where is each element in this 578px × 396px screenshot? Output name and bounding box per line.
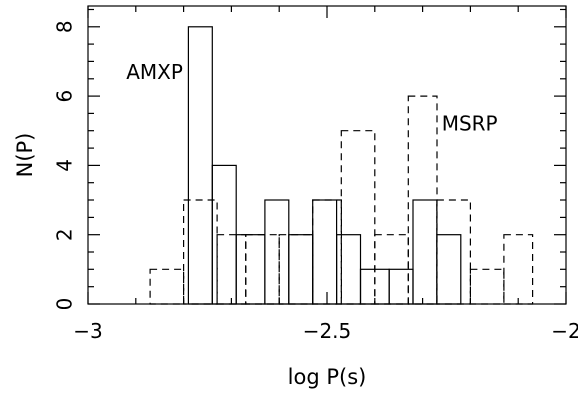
amxp-label: AMXP [126, 60, 183, 84]
plot-frame [87, 5, 567, 305]
amxp-bar [288, 234, 314, 305]
amxp-bar [336, 234, 362, 305]
y-tick-label: 2 [53, 228, 77, 241]
y-tick-label: 8 [53, 20, 77, 33]
msrp-bar [183, 199, 218, 305]
amxp-bar [187, 26, 213, 305]
msrp-bar [503, 234, 534, 305]
x-tick-label: −2 [551, 319, 578, 343]
msrp-bar [469, 268, 505, 305]
y-tick-label: 0 [53, 298, 77, 311]
msrp-bar [436, 199, 471, 305]
msrp-bar [278, 234, 314, 305]
y-tick-label: 4 [53, 159, 77, 172]
msrp-bar [340, 130, 376, 305]
amxp-bar [412, 199, 438, 305]
amxp-bar [264, 199, 290, 305]
amxp-bar [436, 234, 462, 305]
amxp-bar [235, 234, 266, 305]
y-axis-label: N(P) [13, 133, 37, 178]
amxp-bar [312, 199, 338, 305]
x-tick-label: −2.5 [303, 319, 352, 343]
msrp-bar [149, 268, 185, 305]
x-tick-label: −3 [73, 319, 102, 343]
msrp-bar [245, 234, 280, 305]
msrp-label: MSRP [442, 112, 498, 136]
amxp-bar [388, 268, 414, 305]
x-axis-label: log P(s) [288, 365, 367, 389]
ticks-layer [87, 6, 567, 305]
y-tick-label: 6 [53, 90, 77, 103]
msrp-bar [216, 234, 247, 305]
bars-layer [149, 26, 534, 305]
labels-layer: −3 −2.5 −2 0 2 4 6 8 AMXP MSRP [53, 20, 578, 343]
